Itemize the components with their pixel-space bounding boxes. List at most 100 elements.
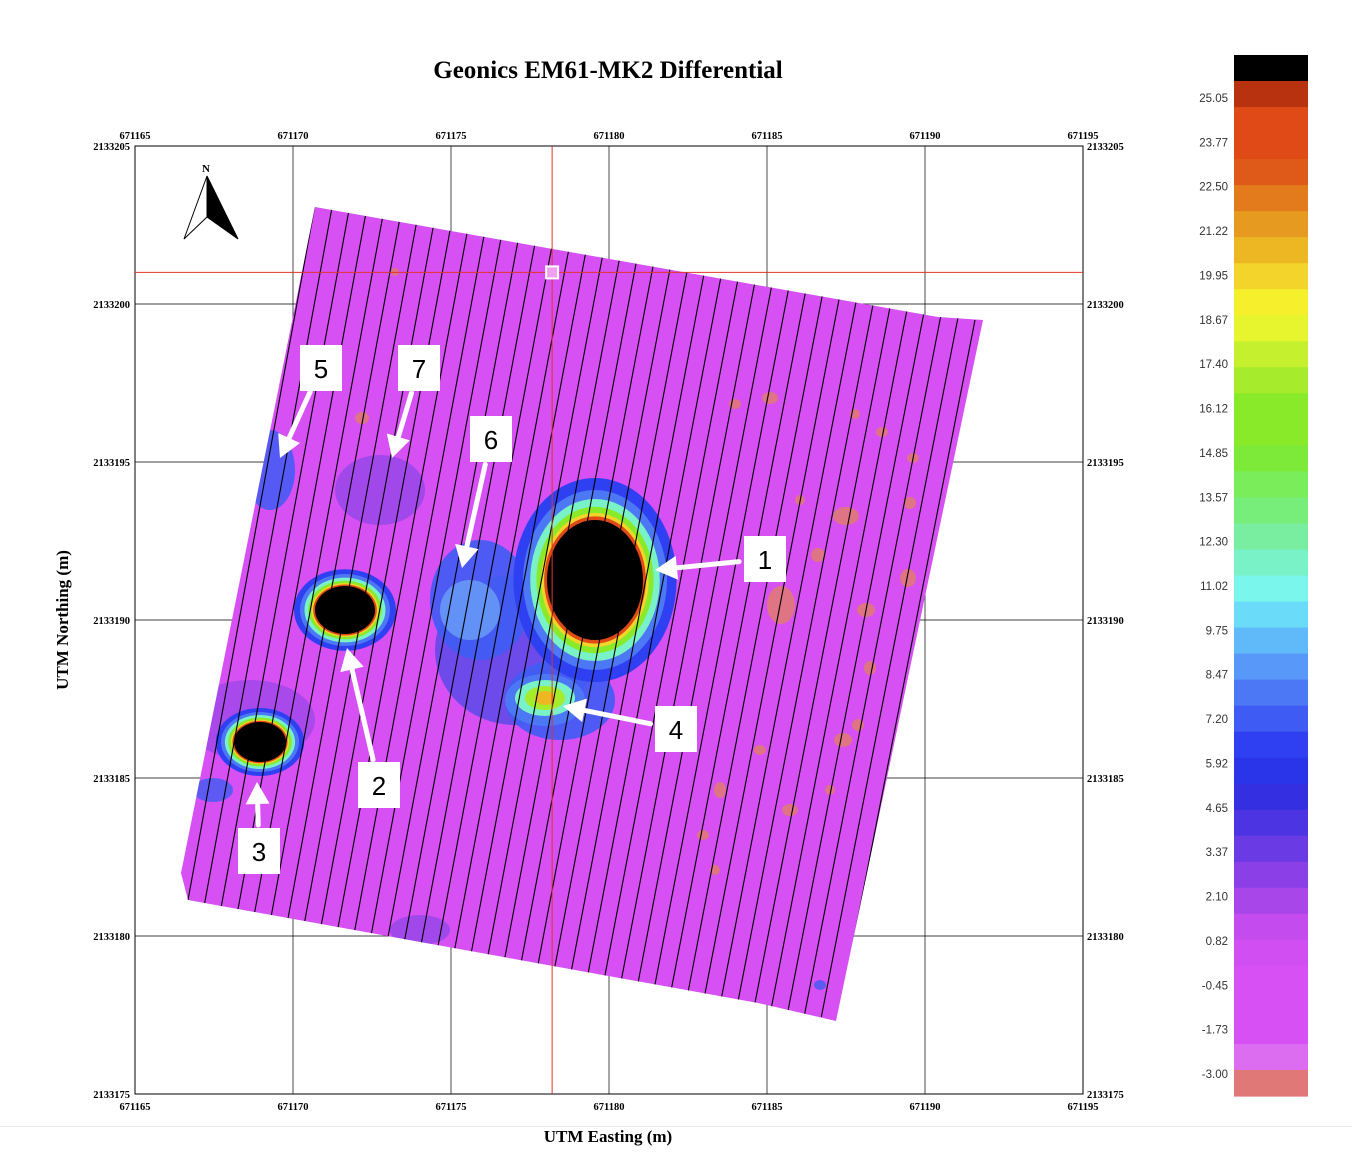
anomaly-label-box [655, 706, 697, 752]
anomaly-label-box [238, 828, 280, 874]
colorbar-swatch [1234, 549, 1308, 577]
north-arrow-icon: N [183, 163, 239, 240]
low-response-patch [900, 569, 916, 587]
colorbar-swatch [1234, 159, 1308, 186]
colorbar-swatch [1234, 289, 1308, 316]
colorbar-swatch [1234, 497, 1308, 525]
colorbar-swatch [1234, 367, 1308, 394]
colorbar-swatch [1234, 653, 1308, 681]
x-tick-label: 671185 [752, 1102, 783, 1113]
colorbar-label: 21.22 [1199, 226, 1228, 238]
x-tick-label: 671170 [278, 1102, 309, 1113]
low-response-patch [697, 830, 709, 840]
colorbar-swatch [1234, 913, 1308, 941]
colorbar-swatch [1234, 1043, 1308, 1071]
x-tick-label: 671175 [436, 131, 467, 142]
low-response-patch [355, 412, 369, 424]
colorbar-swatch [1234, 809, 1308, 837]
anomaly-label-box [744, 536, 786, 582]
colorbar-label: 13.57 [1199, 492, 1228, 504]
colorbar-swatch [1234, 783, 1308, 811]
north-label: N [202, 163, 210, 175]
colorbar-label: 17.40 [1199, 359, 1228, 371]
anomaly-annotations: 1 2 3 4 5 6 7 [238, 345, 786, 874]
x-tick-label: 671165 [120, 1102, 151, 1113]
y-tick-label: 2133205 [1087, 142, 1124, 153]
colorbar-swatch [1234, 1017, 1308, 1045]
colorbar-label: 2.10 [1206, 892, 1228, 904]
anomaly-core [215, 708, 305, 776]
low-response-patch [825, 785, 835, 795]
colorbar-swatch [1234, 445, 1308, 472]
colorbar-swatch [1234, 211, 1308, 238]
colorbar-swatch [1234, 523, 1308, 551]
colorbar-label: 8.47 [1206, 670, 1228, 682]
colorbar-swatch [1234, 627, 1308, 655]
colorbar-swatch [1234, 939, 1308, 967]
low-response-patch [833, 507, 859, 525]
colorbar-label: 22.50 [1199, 182, 1228, 194]
y-tick-label: 2133185 [93, 774, 130, 785]
colorbar-label: 0.82 [1206, 936, 1228, 948]
colorbar-swatch [1234, 991, 1308, 1019]
y-tick-label: 2133180 [93, 932, 130, 943]
moderate-response-zone [335, 455, 425, 525]
y-axis-label: UTM Northing (m) [53, 550, 72, 690]
low-response-patch [714, 782, 726, 798]
colorbar-swatch [1234, 237, 1308, 264]
colorbar-label: -3.00 [1202, 1069, 1228, 1081]
colorbar: 25.05 23.77 22.50 21.22 19.95 18.67 17.40 16.12… [1199, 55, 1308, 1097]
low-response-patch [876, 427, 888, 437]
low-response-patch [834, 733, 852, 747]
low-response-patch [904, 497, 916, 509]
anomaly-core [505, 674, 585, 726]
anomaly-label-box [358, 762, 400, 808]
anomaly-label: 2 [372, 771, 386, 801]
low-response-patch [762, 392, 778, 404]
colorbar-swatch [1234, 315, 1308, 342]
anomaly-label: 3 [252, 837, 266, 867]
cursor-crosshair[interactable] [135, 146, 1083, 1094]
colorbar-label: 7.20 [1206, 714, 1228, 726]
map-title: Geonics EM61-MK2 Differential [433, 57, 783, 84]
y-tick-label: 2133180 [1087, 932, 1124, 943]
colorbar-swatch [1234, 185, 1308, 212]
colorbar-label: 16.12 [1199, 404, 1228, 416]
cursor-marker [545, 265, 560, 280]
colorbar-swatch [1234, 601, 1308, 629]
y-tick-label: 2133190 [93, 616, 130, 627]
colorbar-label: 9.75 [1206, 625, 1228, 637]
x-tick-label: 671175 [436, 1102, 467, 1113]
x-tick-label: 671190 [910, 1102, 941, 1113]
colorbar-label: 12.30 [1199, 537, 1228, 549]
colorbar-swatch [1234, 757, 1308, 785]
x-tick-label: 671180 [594, 131, 625, 142]
x-tick-label: 671180 [594, 1102, 625, 1113]
colorbar-swatch [1234, 705, 1308, 733]
y-tick-label: 2133205 [93, 142, 130, 153]
colorbar-swatch [1234, 419, 1308, 446]
bottom-divider [0, 1126, 1352, 1127]
colorbar-swatch [1234, 81, 1308, 108]
colorbar-swatch [1234, 861, 1308, 889]
moderate-response-zone [440, 580, 500, 640]
y-tick-label: 2133200 [93, 300, 130, 311]
anomaly-label: 7 [412, 354, 426, 384]
colorbar-label: 25.05 [1199, 93, 1228, 105]
moderate-response-zone [814, 980, 826, 990]
y-tick-label: 2133185 [1087, 774, 1124, 785]
colorbar-label: 11.02 [1200, 581, 1228, 593]
y-tick-label: 2133190 [1087, 616, 1124, 627]
colorbar-label: -0.45 [1202, 980, 1228, 992]
colorbar-swatch [1234, 1069, 1308, 1097]
colorbar-label: -1.73 [1202, 1025, 1228, 1037]
colorbar-swatch [1234, 731, 1308, 759]
low-response-patch [852, 719, 864, 731]
colorbar-swatch [1234, 107, 1308, 134]
colorbar-label: 18.67 [1199, 315, 1228, 327]
x-tick-label: 671170 [278, 131, 309, 142]
axis-ticks: 6711656711656711706711706711756711756711… [93, 131, 1124, 1113]
anomaly-label: 4 [669, 715, 683, 745]
